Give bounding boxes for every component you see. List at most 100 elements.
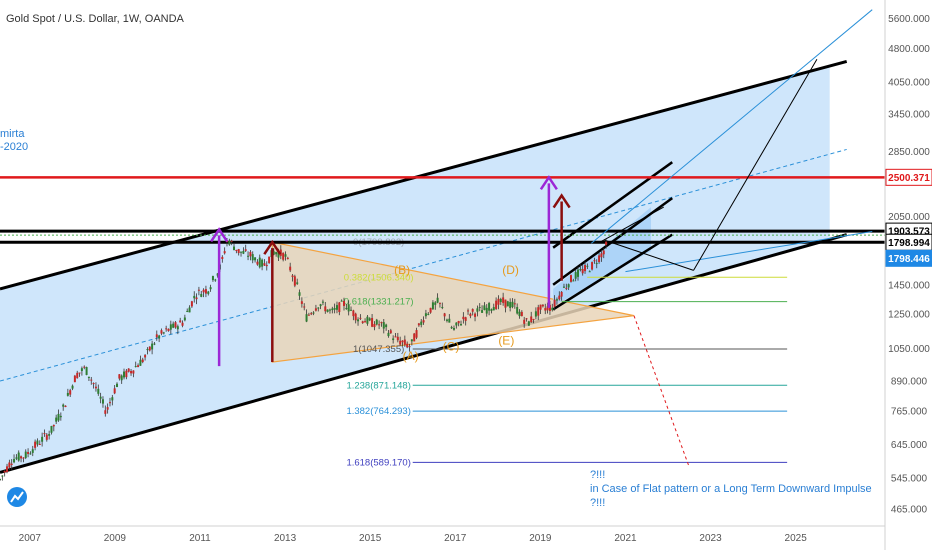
time-tick-label: 2007: [19, 533, 42, 544]
inner-channel-lower[interactable]: [552, 233, 673, 311]
price-tick-label: 645.000: [891, 440, 928, 451]
candle-body: [539, 304, 542, 310]
candle-body: [343, 300, 346, 306]
candle-body: [289, 266, 292, 271]
candle-body: [132, 370, 135, 374]
candle-body: [424, 313, 427, 317]
candle-body: [368, 318, 371, 321]
price-tick-label: 765.000: [891, 406, 928, 417]
candle-body: [373, 324, 376, 328]
candle-body: [562, 286, 565, 288]
channel-midline[interactable]: [0, 148, 847, 382]
fib-label: 1(1047.355): [353, 344, 404, 355]
price-axis[interactable]: 465.000 545.000 645.000 765.000 890.000 1050.…: [884, 0, 930, 550]
candle-body: [247, 255, 250, 257]
candle-body: [207, 291, 210, 294]
candle-body: [41, 436, 44, 442]
candle-body: [415, 330, 418, 338]
candle-body: [558, 295, 561, 300]
candle-body: [13, 459, 16, 463]
candle-body: [197, 289, 200, 291]
candle-body: [495, 300, 498, 309]
projection-line-black-3[interactable]: [599, 206, 664, 243]
candle-body: [324, 306, 327, 312]
candle-body: [593, 260, 596, 262]
candle-body: [87, 376, 90, 378]
projection-line-black-2[interactable]: [693, 58, 818, 271]
annotation-line-1: ?!!!: [590, 469, 605, 481]
candle-body: [153, 343, 156, 345]
channel-lower-line[interactable]: [0, 233, 848, 474]
time-tick-label: 2017: [444, 533, 467, 544]
candle-body: [127, 368, 130, 372]
candle-body: [228, 240, 231, 245]
wave-label: (D): [502, 263, 519, 277]
candle-body: [422, 320, 425, 323]
candle-body: [413, 333, 416, 342]
candle-body: [141, 359, 144, 363]
left-fragment-1: mirta: [0, 128, 25, 140]
candle-body: [600, 253, 603, 258]
fib-label: 1.382(764.293): [346, 406, 410, 417]
time-axis[interactable]: 2007 2009 2011 2013 2015 2017 2019 2021 2023 2025: [0, 525, 885, 544]
downside-projection-line[interactable]: [633, 315, 690, 468]
candle-body: [118, 374, 121, 379]
price-tag-label: 1903.573: [888, 227, 930, 238]
candle-body: [455, 322, 458, 326]
candle-body: [202, 289, 205, 293]
candle-body: [233, 246, 236, 251]
candle-body: [272, 251, 275, 255]
candle-body: [319, 304, 322, 307]
candle-body: [345, 307, 348, 310]
price-tag[interactable]: [885, 168, 932, 186]
candle-body: [394, 336, 397, 338]
channel-upper-line[interactable]: [0, 59, 848, 291]
candle-body: [85, 367, 88, 375]
candle-body: [90, 379, 93, 381]
candle-body: [591, 262, 594, 270]
ascending-channel: [0, 65, 830, 473]
candle-body: [588, 271, 591, 273]
candle-body: [286, 257, 289, 259]
candle-body: [216, 273, 219, 276]
candle-body: [598, 255, 601, 262]
candle-body: [375, 319, 378, 325]
projection-line-blue-2[interactable]: [625, 230, 873, 273]
candle-body: [579, 268, 582, 271]
projection-line-blue-1[interactable]: [591, 9, 873, 244]
candle-body: [190, 301, 193, 307]
candle-body: [532, 318, 535, 320]
annotation-line-3: ?!!!: [590, 497, 605, 509]
candle-body: [155, 334, 158, 338]
price-tick-label: 1050.000: [888, 344, 930, 355]
candle-body: [303, 306, 306, 308]
candle-body: [254, 257, 257, 261]
candle-body: [513, 303, 516, 305]
time-tick-label: 2015: [359, 533, 382, 544]
candle-body: [476, 308, 479, 312]
projection-line-black-1[interactable]: [604, 239, 694, 271]
candle-body: [300, 301, 303, 304]
candle-body: [392, 338, 395, 341]
candle-body: [214, 279, 217, 281]
candle-body: [111, 397, 114, 401]
price-tag-label: 1798.994: [888, 238, 930, 249]
candle-body: [186, 310, 189, 312]
price-tag[interactable]: [885, 249, 932, 267]
tradingview-logo-icon[interactable]: [7, 487, 27, 507]
candle-body: [490, 309, 493, 311]
candle-body: [492, 307, 495, 311]
candle-body: [518, 311, 521, 317]
candle-body: [544, 308, 547, 311]
candle-body: [183, 317, 186, 321]
candle-body: [221, 256, 224, 260]
left-fragment-2: -2020: [0, 141, 28, 153]
candle-body: [485, 307, 488, 314]
candle-body: [174, 322, 177, 328]
candle-body: [251, 254, 254, 261]
candle-body: [504, 299, 507, 308]
candle-body: [396, 336, 399, 341]
time-tick-label: 2009: [104, 533, 127, 544]
